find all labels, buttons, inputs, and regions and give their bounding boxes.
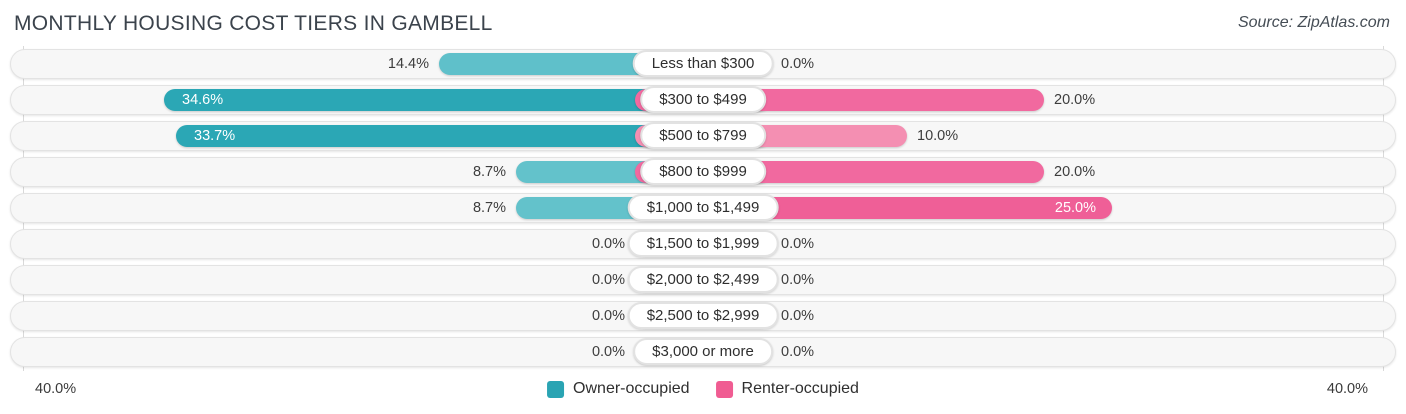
chart-area: 14.4% 0.0% Less than $300 34.6% 20.0% $300 to…: [0, 46, 1406, 373]
renter-value-label: 20.0%: [1054, 92, 1096, 108]
renter-value-label: 25.0%: [1054, 200, 1096, 216]
legend-label-renter: Renter-occupied: [741, 380, 859, 397]
category-row: 0.0% 0.0% $2,000 to $2,499: [10, 265, 1396, 295]
category-label: $300 to $499: [640, 86, 766, 113]
right-axis-max-label: 40.0%: [1326, 381, 1368, 397]
owner-bar[interactable]: 34.6%: [164, 89, 771, 111]
category-row: 25.0% 8.7% $1,000 to $1,499: [10, 193, 1396, 223]
category-row: 14.4% 0.0% Less than $300: [10, 49, 1396, 79]
category-label: $500 to $799: [640, 122, 766, 149]
owner-value-label: 34.6%: [182, 92, 224, 108]
owner-value-label: 0.0%: [591, 344, 625, 360]
renter-value-label: 0.0%: [781, 272, 815, 288]
owner-value-label: 8.7%: [472, 200, 506, 216]
category-label: Less than $300: [632, 50, 774, 77]
owner-occupied-swatch: [547, 380, 565, 398]
renter-value-label: 20.0%: [1054, 164, 1096, 180]
chart-header: MONTHLY HOUSING COST TIERS IN GAMBELL So…: [0, 0, 1406, 36]
renter-value-label: 10.0%: [917, 128, 959, 144]
legend-label-owner: Owner-occupied: [573, 380, 690, 397]
category-row: 0.0% 0.0% $3,000 or more: [10, 337, 1396, 367]
owner-value-label: 8.7%: [472, 164, 506, 180]
owner-value-label: 0.0%: [591, 272, 625, 288]
category-label: $2,500 to $2,999: [627, 302, 779, 329]
category-label: $3,000 or more: [633, 338, 773, 365]
owner-value-label: 33.7%: [194, 128, 236, 144]
category-label: $1,000 to $1,499: [627, 194, 779, 221]
category-label: $800 to $999: [640, 158, 766, 185]
owner-bar[interactable]: 33.7%: [176, 125, 771, 147]
category-row: 33.7% 10.0% $500 to $799: [10, 121, 1396, 151]
chart-rows: 14.4% 0.0% Less than $300 34.6% 20.0% $300 to…: [0, 49, 1406, 367]
owner-value-label: 0.0%: [591, 308, 625, 324]
renter-value-label: 0.0%: [781, 56, 815, 72]
category-row: 0.0% 0.0% $2,500 to $2,999: [10, 301, 1396, 331]
chart-footer: 40.0% Owner-occupied Renter-occupied 40.…: [0, 376, 1406, 402]
chart-title: MONTHLY HOUSING COST TIERS IN GAMBELL: [14, 12, 493, 35]
category-row: 8.7% 20.0% $800 to $999: [10, 157, 1396, 187]
renter-value-label: 0.0%: [781, 308, 815, 324]
legend: Owner-occupied Renter-occupied: [547, 380, 859, 398]
renter-value-label: 0.0%: [781, 344, 815, 360]
category-label: $2,000 to $2,499: [627, 266, 779, 293]
renter-value-label: 0.0%: [781, 236, 815, 252]
category-row: 0.0% 0.0% $1,500 to $1,999: [10, 229, 1396, 259]
owner-value-label: 0.0%: [591, 236, 625, 252]
renter-occupied-swatch: [715, 380, 733, 398]
legend-item-owner-occupied: Owner-occupied: [547, 380, 690, 398]
owner-value-label: 14.4%: [387, 56, 429, 72]
source-attribution: Source: ZipAtlas.com: [1237, 14, 1390, 31]
category-row: 34.6% 20.0% $300 to $499: [10, 85, 1396, 115]
legend-item-renter-occupied: Renter-occupied: [715, 380, 859, 398]
category-label: $1,500 to $1,999: [627, 230, 779, 257]
left-axis-max-label: 40.0%: [35, 381, 77, 397]
